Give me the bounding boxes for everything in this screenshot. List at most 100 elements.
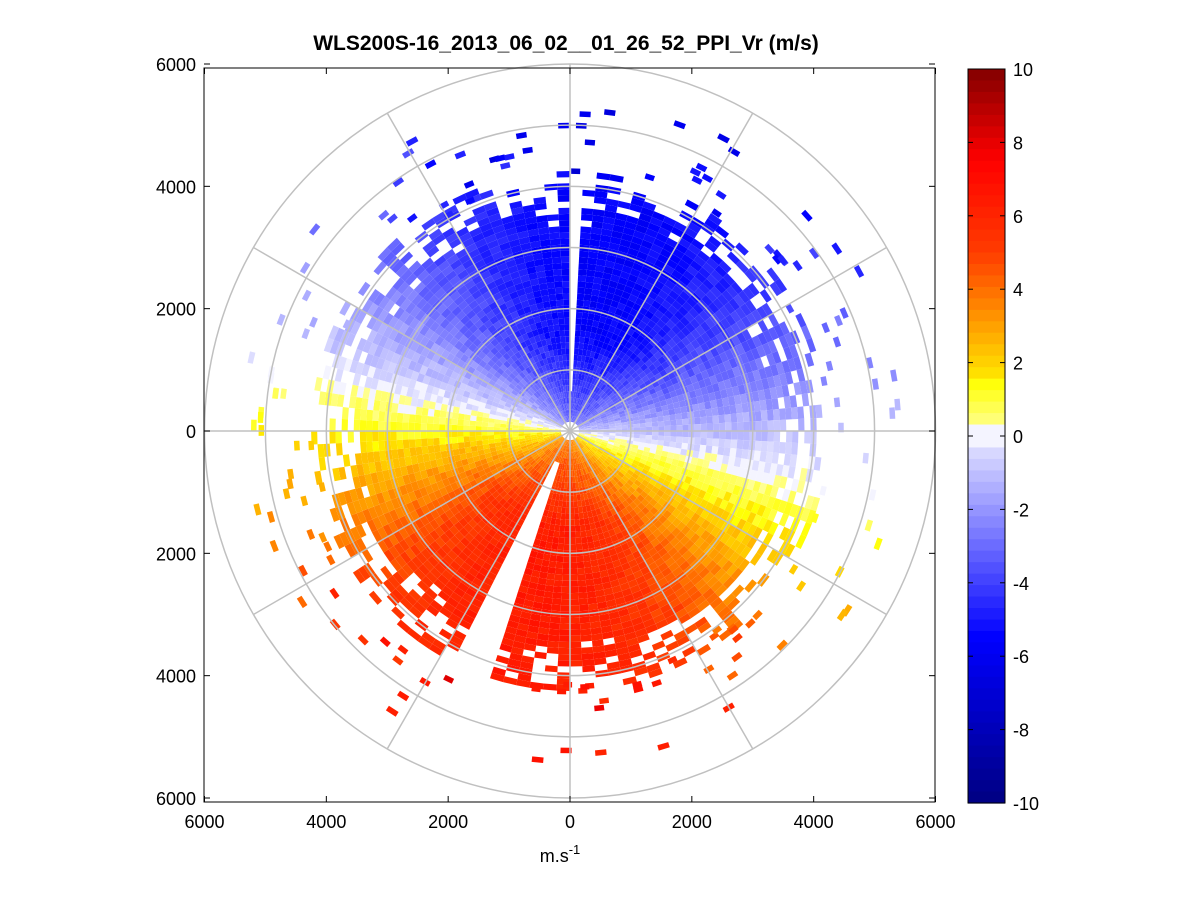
velocity-cell	[483, 490, 492, 499]
velocity-cell	[601, 362, 609, 371]
velocity-cell	[553, 387, 558, 394]
velocity-cell	[657, 440, 664, 446]
velocity-cell	[563, 439, 567, 445]
velocity-cell	[578, 348, 583, 356]
velocity-cell	[727, 456, 736, 466]
velocity-cell	[356, 511, 367, 525]
velocity-cell	[625, 573, 636, 583]
velocity-cell	[361, 299, 374, 314]
velocity-cell	[494, 343, 503, 352]
velocity-cell	[637, 351, 646, 360]
velocity-cell	[481, 431, 488, 436]
colorbar-band	[968, 321, 1005, 334]
velocity-cell	[575, 482, 580, 489]
velocity-cell	[645, 418, 652, 423]
velocity-cell	[398, 394, 407, 405]
velocity-cell	[555, 561, 564, 569]
velocity-cell	[547, 288, 556, 296]
velocity-cell	[660, 221, 674, 233]
velocity-cell	[537, 221, 549, 229]
velocity-cell	[604, 357, 612, 365]
velocity-cell	[693, 444, 701, 452]
velocity-cell	[435, 314, 446, 326]
velocity-cell-outlier	[820, 376, 828, 386]
velocity-cell	[705, 512, 716, 523]
velocity-cell	[565, 513, 570, 520]
velocity-cell	[434, 451, 442, 460]
velocity-cell	[576, 385, 580, 393]
velocity-cell	[421, 218, 436, 231]
velocity-cell	[643, 446, 651, 453]
velocity-cell	[586, 396, 592, 403]
velocity-cell	[527, 317, 536, 326]
velocity-cell	[463, 425, 470, 431]
velocity-cell	[570, 623, 581, 630]
velocity-cell	[608, 437, 616, 441]
velocity-cell	[591, 377, 597, 385]
velocity-cell	[346, 501, 357, 516]
velocity-cell	[546, 535, 554, 543]
y-tick-label: 2000	[156, 300, 196, 320]
velocity-cell	[528, 483, 536, 490]
velocity-cell	[652, 324, 662, 334]
velocity-cell	[563, 416, 567, 423]
velocity-cell	[620, 418, 628, 423]
velocity-cell	[463, 419, 470, 426]
velocity-cell	[570, 617, 580, 624]
velocity-cell	[398, 539, 410, 552]
velocity-cell	[407, 360, 417, 371]
velocity-cell	[714, 281, 727, 294]
colorbar-gradient	[968, 69, 1005, 804]
velocity-cell	[372, 332, 383, 346]
velocity-cell	[358, 565, 371, 581]
velocity-cell-outlier	[318, 532, 328, 543]
velocity-cell	[600, 471, 607, 478]
velocity-cell	[591, 509, 598, 517]
velocity-cell	[494, 393, 503, 400]
velocity-cell	[769, 281, 782, 297]
velocity-cell	[561, 445, 565, 451]
velocity-cell	[589, 301, 598, 309]
velocity-cell	[502, 447, 510, 453]
velocity-cell	[584, 433, 592, 436]
velocity-cell	[406, 387, 415, 398]
velocity-cell	[700, 529, 711, 541]
velocity-cell	[735, 476, 744, 487]
velocity-cell	[485, 310, 496, 320]
velocity-cell	[600, 454, 607, 460]
velocity-cell	[570, 519, 575, 526]
velocity-cell	[561, 592, 570, 600]
velocity-cell	[602, 484, 609, 492]
velocity-cell	[599, 519, 606, 527]
velocity-cell	[548, 294, 557, 302]
velocity-cell	[602, 216, 615, 225]
velocity-cell	[675, 320, 686, 331]
velocity-cell-outlier	[580, 683, 590, 690]
velocity-cell	[502, 344, 511, 353]
velocity-cell	[546, 397, 552, 404]
velocity-cell-outlier	[299, 261, 311, 274]
velocity-cell	[486, 342, 495, 351]
velocity-cell	[603, 406, 610, 412]
velocity-cell	[596, 450, 602, 456]
velocity-cell	[565, 342, 570, 349]
velocity-cell	[651, 640, 666, 651]
velocity-cell	[648, 668, 663, 679]
velocity-cell	[710, 399, 718, 409]
velocity-cell	[372, 306, 384, 320]
velocity-cell	[409, 447, 417, 457]
velocity-cell	[684, 312, 695, 323]
velocity-cell	[404, 396, 413, 406]
velocity-cell	[775, 464, 784, 477]
velocity-cell	[773, 474, 782, 488]
velocity-cell	[408, 431, 415, 440]
velocity-cell	[658, 426, 665, 431]
velocity-cell	[552, 408, 558, 415]
velocity-cell	[536, 382, 542, 389]
velocity-cell	[500, 396, 508, 403]
velocity-cell	[571, 452, 573, 459]
velocity-cell	[701, 555, 713, 568]
velocity-cell	[560, 451, 564, 458]
velocity-cell	[630, 392, 638, 400]
velocity-cell	[585, 573, 594, 580]
